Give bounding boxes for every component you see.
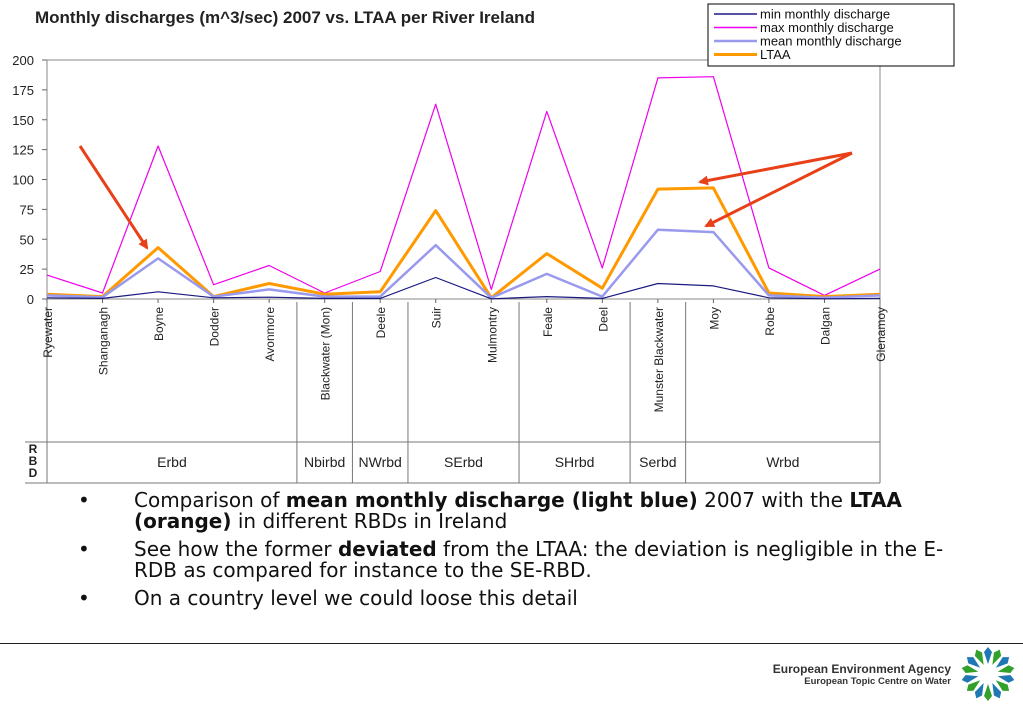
legend-label: LTAA <box>760 47 791 62</box>
bullet-dot: • <box>78 488 90 512</box>
y-tick-label: 100 <box>12 173 34 188</box>
x-category-label: Mulmontry <box>485 307 499 363</box>
logo-petal <box>992 649 1002 665</box>
bullet-dot: • <box>78 586 90 610</box>
footer-credits: European Environment Agency European Top… <box>773 662 951 688</box>
bullet-emphasis: deviated <box>337 537 437 561</box>
logo-petal <box>961 665 979 674</box>
footer-topic-centre: European Topic Centre on Water <box>804 676 951 687</box>
x-category-label: Feale <box>541 307 555 337</box>
x-category-label: Dalgan <box>818 307 832 345</box>
y-tick-label: 25 <box>20 262 34 277</box>
chart-title: Monthly discharges (m^3/sec) 2007 vs. LT… <box>35 8 535 27</box>
logo-petal <box>992 683 1002 699</box>
bullet-list: • Comparison of mean monthly discharge (l… <box>78 490 958 616</box>
y-tick-label: 150 <box>12 113 34 128</box>
annotation-arrow <box>698 151 853 186</box>
legend-label: min monthly discharge <box>760 7 890 22</box>
bullet-emphasis: LTAA (orange) <box>134 488 902 533</box>
x-category-label: Suir <box>430 307 444 328</box>
y-tick-label: 175 <box>12 83 34 98</box>
y-tick-label: 200 <box>12 53 34 68</box>
y-tick-label: 125 <box>12 143 34 158</box>
bullet-item: • See how the former deviated from the LT… <box>78 539 958 581</box>
x-category-label: Avonmore <box>263 307 277 362</box>
bullet-text: Comparison of <box>134 488 286 512</box>
logo-petal <box>974 649 984 665</box>
rbd-group-label: NWrbd <box>359 454 402 470</box>
rbd-header-letter: D <box>29 466 38 480</box>
eea-logo-icon <box>961 647 1015 701</box>
series-line-max-monthly-discharge <box>46 76 881 296</box>
x-category-label: Moy <box>707 307 721 330</box>
x-category-label: Glenamoy <box>874 307 888 362</box>
rbd-group-label: SHrbd <box>555 454 595 470</box>
x-category-label: Dodder <box>208 307 222 346</box>
series-line-mean-monthly-discharge <box>46 228 881 300</box>
logo-petal <box>995 657 1010 668</box>
logo-petal <box>995 680 1010 691</box>
logo-petal <box>997 665 1015 674</box>
bullet-text: 2007 with the <box>697 488 850 512</box>
x-category-label: Ryewater <box>41 307 55 358</box>
series-line-min-monthly-discharge <box>46 276 881 300</box>
y-tick-label: 0 <box>27 292 34 307</box>
bullet-item: • On a country level we could loose this … <box>78 588 958 609</box>
bullet-text: See how the former <box>134 537 338 561</box>
x-category-label: Blackwater (Mon) <box>319 307 333 400</box>
series-line-ltaa <box>46 186 881 300</box>
rbd-group-label: Erbd <box>157 454 187 470</box>
bullet-dot: • <box>78 537 90 561</box>
logo-petal <box>984 647 992 664</box>
logo-petal <box>997 674 1015 683</box>
x-category-label: Deele <box>374 307 388 339</box>
annotation-arrow <box>704 151 853 228</box>
x-category-label: Robe <box>763 307 777 336</box>
rbd-group-label: Nbirbd <box>304 454 345 470</box>
x-category-label: Deel <box>596 307 610 332</box>
bullet-item: • Comparison of mean monthly discharge (l… <box>78 490 958 532</box>
bullet-emphasis: mean monthly discharge (light blue) <box>285 488 698 512</box>
x-category-label: Boyne <box>152 307 166 341</box>
y-tick-label: 75 <box>20 202 34 217</box>
x-category-label: Munster Blackwater <box>652 307 666 412</box>
legend-label: max monthly discharge <box>760 20 894 35</box>
logo-petal <box>961 674 979 683</box>
logo-petal <box>984 684 992 701</box>
rbd-header-letter: B <box>29 454 38 468</box>
footer-divider <box>0 643 1023 644</box>
logo-petal <box>966 680 981 691</box>
logo-petal <box>974 683 984 699</box>
footer-agency: European Environment Agency <box>772 662 951 676</box>
bullet-text: On a country level we could loose this d… <box>134 586 578 610</box>
legend-label: mean monthly discharge <box>760 34 902 49</box>
rbd-header-letter: R <box>29 442 38 456</box>
rbd-group-label: Serbd <box>639 454 676 470</box>
discharge-line-chart: 0 25 50 75 100 125 150 175 200 Erbd Nbirbd NWrbd SEr… <box>12 3 955 484</box>
rbd-group-label: Wrbd <box>766 454 799 470</box>
logo-petal <box>966 657 981 668</box>
y-tick-label: 50 <box>20 232 34 247</box>
rbd-group-label: SErbd <box>444 454 483 470</box>
bullet-text: in different RBDs in Ireland <box>231 509 508 533</box>
annotation-arrow <box>78 145 149 250</box>
x-category-label: Shanganagh <box>97 307 111 375</box>
bullet-text: from the LTAA: the deviation is negligib… <box>134 537 944 582</box>
